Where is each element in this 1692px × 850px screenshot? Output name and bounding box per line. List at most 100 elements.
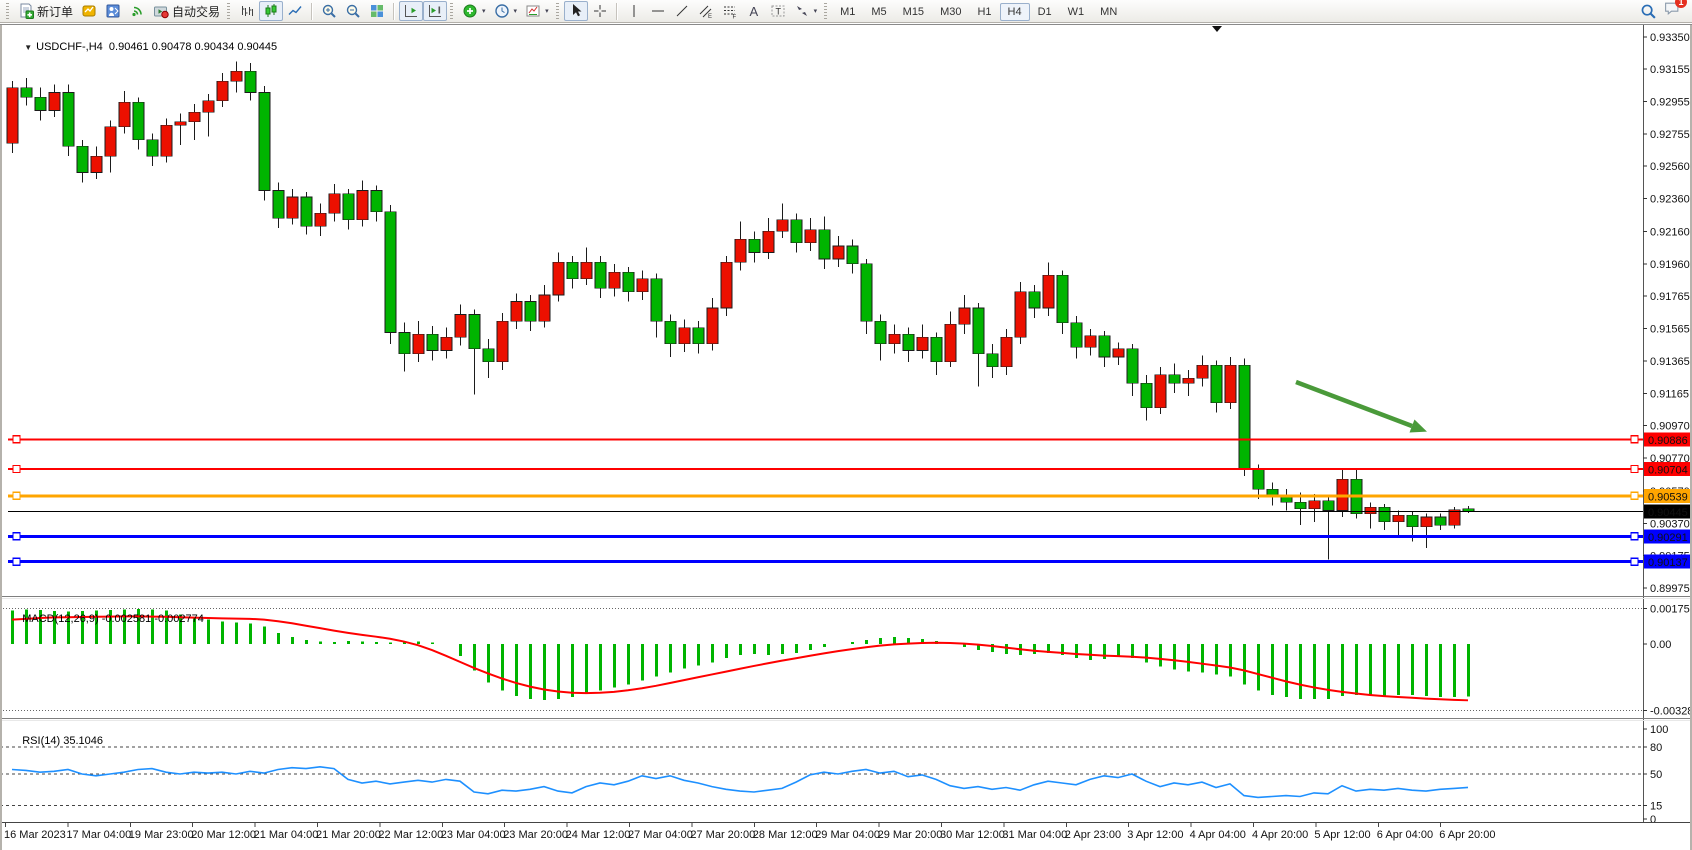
chart-canvas[interactable]: 0.93350 0.93155 0.92955 0.92755 0.92560 0.923… [0, 25, 1692, 850]
timeframe-button-M1[interactable]: M1 [832, 3, 863, 21]
templates-button[interactable]: ▾ [521, 1, 553, 21]
toolbar-grip[interactable] [6, 3, 9, 19]
new-order-button[interactable]: 新订单 [14, 1, 77, 21]
zoom-in-button[interactable] [317, 1, 341, 21]
candle-bearish [860, 263, 873, 322]
zoom-out-icon [346, 4, 360, 18]
navigator-button[interactable] [101, 1, 125, 21]
channel-button[interactable]: E [694, 1, 718, 21]
horizontal-line-button[interactable] [646, 1, 670, 21]
price-level-handle[interactable] [1630, 557, 1639, 566]
trend-arrow-head [1409, 419, 1427, 433]
toolbar: 新订单 自动交易 ▾ ▾ [0, 0, 1692, 23]
candle-bullish [958, 307, 971, 325]
candle-bullish [720, 261, 733, 309]
timeframe-button-D1[interactable]: D1 [1030, 3, 1060, 21]
chevron-down-icon: ▾ [513, 8, 518, 15]
toolbar-separator [393, 2, 396, 20]
price-level-handle[interactable] [12, 557, 21, 566]
cursor-button[interactable] [563, 1, 588, 21]
signals-button[interactable] [125, 1, 149, 21]
auto-scroll-button[interactable] [399, 1, 424, 21]
toolbar-grip[interactable] [227, 3, 231, 19]
candle-bearish [650, 278, 663, 322]
timeframe-group: M1 M5 M15 M30 H1 H4 D1 W1 MN [832, 2, 1125, 21]
text-label-button[interactable]: T [766, 1, 790, 21]
timeframe-button-H1[interactable]: H1 [969, 3, 999, 21]
candle-bearish [132, 102, 145, 141]
chart-window[interactable]: 0.93350 0.93155 0.92955 0.92755 0.92560 0.923… [0, 24, 1692, 850]
time-axis-label: 16 Mar 2023 [4, 829, 66, 841]
fibonacci-button[interactable]: F [718, 1, 742, 21]
candle-bearish [482, 348, 495, 363]
timeframe-button-M15[interactable]: M15 [895, 3, 932, 21]
indicators-icon [463, 4, 477, 18]
trendline-button[interactable] [670, 1, 694, 21]
candle-bearish [1294, 501, 1307, 510]
vertical-line-button[interactable] [622, 1, 646, 21]
chart-shift-button[interactable] [423, 1, 448, 21]
toolbar-grip[interactable] [824, 3, 828, 19]
chart-shift-marker[interactable] [1212, 26, 1222, 32]
price-level-handle[interactable] [1630, 464, 1639, 474]
bars-chart-button[interactable] [235, 1, 259, 21]
candle-bullish [496, 320, 509, 363]
candle-bearish [1056, 275, 1069, 324]
candle-bullish [580, 261, 593, 279]
svg-text:F: F [732, 15, 736, 20]
time-axis-label: 6 Apr 20:00 [1439, 829, 1495, 841]
candle-bullish [1196, 364, 1209, 379]
timeframe-button-M5[interactable]: M5 [863, 3, 894, 21]
line-chart-button[interactable] [283, 1, 307, 21]
timeframe-button-M30[interactable]: M30 [932, 3, 969, 21]
price-level-handle[interactable] [1630, 491, 1639, 501]
candle-bearish [986, 353, 999, 368]
candle-bearish [1126, 348, 1139, 384]
search-icon[interactable] [1640, 3, 1657, 20]
candle-bearish [1280, 497, 1293, 503]
price-tick-label: 0.91365 [1650, 356, 1690, 368]
price-level-handle[interactable] [1630, 532, 1639, 541]
price-level-handle[interactable] [12, 491, 21, 501]
time-axis-label: 23 Mar 04:00 [441, 829, 506, 841]
toolbar-grip[interactable] [450, 3, 454, 19]
price-tick-label: 0.89975 [1650, 583, 1690, 595]
trendline-icon [676, 5, 687, 17]
timeframe-button-MN[interactable]: MN [1092, 3, 1125, 21]
time-axis-label: 3 Apr 12:00 [1127, 829, 1183, 841]
chart-shift-icon [429, 5, 442, 17]
time-axis-label: 19 Mar 23:00 [129, 829, 194, 841]
notifications-button[interactable]: 1 [1663, 0, 1687, 22]
svg-text:T: T [775, 7, 781, 17]
market-watch-button[interactable] [77, 1, 101, 21]
tile-windows-button[interactable] [365, 1, 389, 21]
market-watch-icon [82, 5, 96, 17]
candle-bearish [1168, 374, 1181, 384]
price-level-handle[interactable] [12, 532, 21, 541]
current-price-badge-label: 0.90445 [1648, 507, 1688, 519]
price-tick-label: 0.93350 [1650, 32, 1690, 44]
candle-bullish [1154, 374, 1167, 408]
toolbar-grip[interactable] [555, 3, 559, 19]
indicators-button[interactable]: ▾ [458, 1, 490, 21]
candle-bearish [622, 271, 635, 292]
chevron-down-icon: ▾ [813, 8, 818, 15]
price-tick-label: 0.90370 [1650, 519, 1690, 531]
timeframe-button-H4[interactable]: H4 [999, 2, 1030, 21]
candlestick-chart-button[interactable] [259, 1, 284, 21]
price-level-handle[interactable] [12, 464, 21, 474]
arrows-button[interactable]: ▾ [790, 1, 822, 21]
candle-bullish [216, 80, 229, 101]
zoom-out-button[interactable] [341, 1, 365, 21]
timeframe-button-W1[interactable]: W1 [1060, 3, 1093, 21]
text-icon: A [749, 4, 758, 19]
periods-button[interactable]: ▾ [490, 1, 522, 21]
tile-windows-icon [371, 5, 384, 17]
text-button[interactable]: A [742, 1, 766, 21]
autotrading-button[interactable]: 自动交易 [149, 1, 224, 21]
trend-arrow-annotation[interactable] [1295, 379, 1413, 429]
crosshair-button[interactable] [588, 1, 612, 21]
price-level-handle[interactable] [1630, 435, 1639, 444]
price-level-handle[interactable] [12, 435, 21, 444]
